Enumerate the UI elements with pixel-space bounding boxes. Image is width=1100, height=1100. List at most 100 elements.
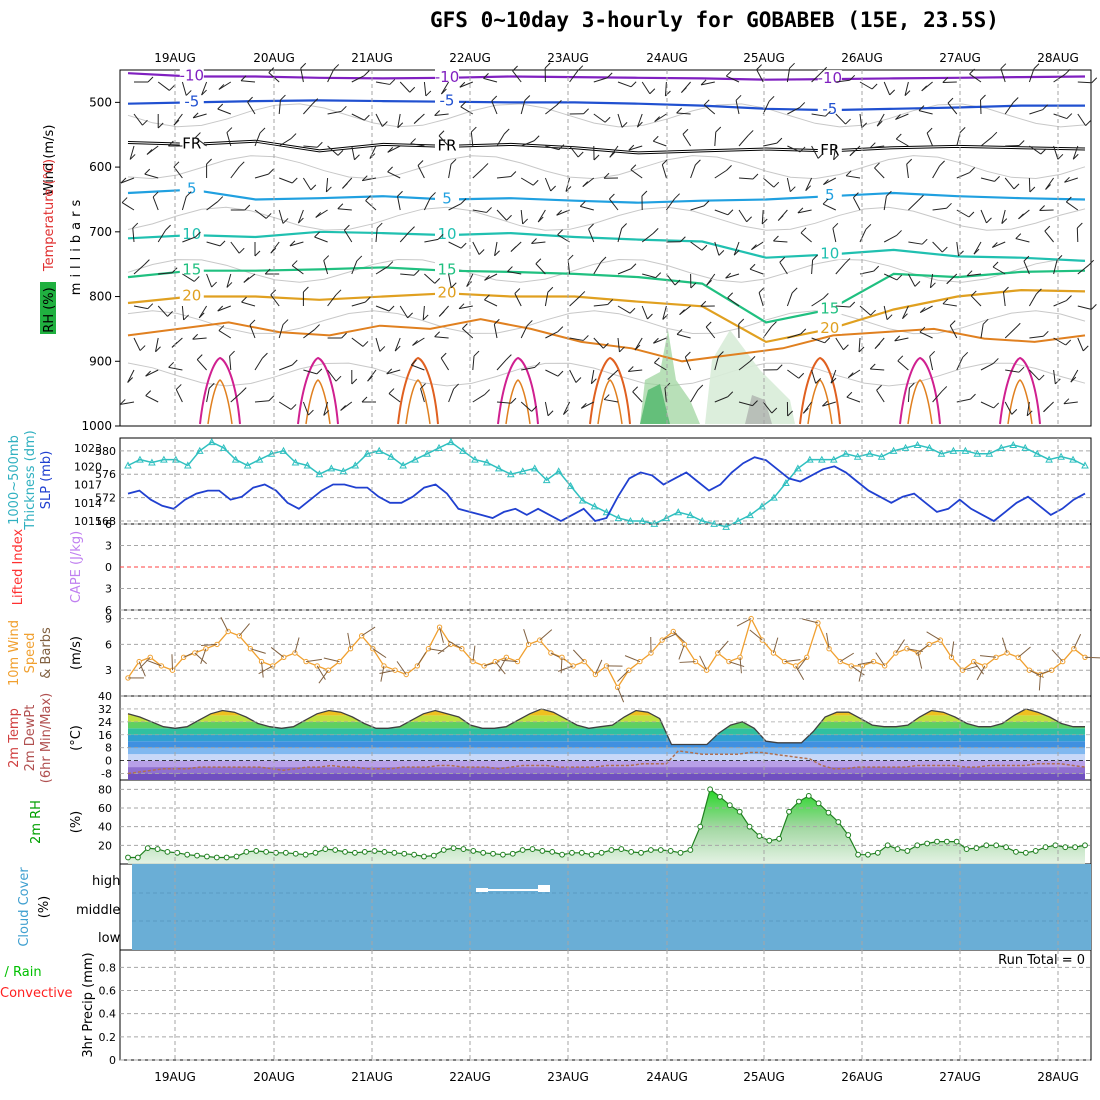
- wind-barb: [434, 110, 441, 116]
- wind-barb: [438, 135, 449, 147]
- isotherm-loop: [899, 356, 941, 425]
- rh-contour: [127, 258, 1086, 283]
- wind-barb: [666, 273, 676, 286]
- wind-barb: [929, 356, 934, 371]
- wind-barb: [410, 138, 416, 144]
- wind-barb: [674, 193, 680, 200]
- wind-barb: [932, 241, 943, 253]
- wind10-barb: [416, 652, 427, 667]
- wind-barb: [1012, 97, 1019, 103]
- wind10-barb: [171, 654, 174, 671]
- rh2m-marker: [874, 849, 881, 856]
- wind-barb: [593, 304, 608, 307]
- isotherm-label: -10: [435, 68, 460, 86]
- wind-barb: [822, 203, 837, 211]
- temp-band: [128, 734, 1085, 742]
- wind-barb: [409, 86, 416, 93]
- wind-barb: [302, 401, 309, 416]
- wind-barb: [824, 337, 831, 344]
- isotherm-label-bg: [817, 141, 842, 156]
- wind-barb: [507, 271, 522, 275]
- isotherm-label-bg: [817, 300, 842, 315]
- wind-barb: [969, 167, 976, 173]
- wind-barb: [758, 292, 764, 307]
- wind-barb: [326, 186, 332, 193]
- ytick-label-upper: 800: [89, 290, 112, 304]
- wind-barb: [1082, 345, 1089, 352]
- label-t2c: (6hr Min/Max): [39, 693, 54, 783]
- thickness-marker: [961, 446, 970, 454]
- rh2m-marker: [292, 850, 299, 857]
- wind-barb: [718, 351, 724, 357]
- label-cc2: (%): [37, 896, 52, 919]
- thickness-marker: [614, 514, 623, 522]
- wind-barb: [407, 312, 413, 319]
- thickness-marker: [782, 478, 790, 486]
- rh2m-marker: [144, 845, 151, 852]
- wind-barb: [208, 382, 215, 389]
- wind-barb: [171, 342, 178, 348]
- rh2m-marker: [943, 838, 950, 845]
- wind-barb: [1002, 292, 1006, 307]
- rh2m-marker: [352, 849, 358, 856]
- rh2m-marker: [983, 842, 990, 849]
- wind-barb: [641, 305, 648, 320]
- rh-shade: [745, 395, 772, 424]
- wind-barb: [544, 62, 551, 69]
- rh2m-marker: [914, 842, 921, 849]
- wind-barb: [410, 359, 417, 366]
- wind-barb: [181, 81, 187, 96]
- isotherm-label-bg: [817, 245, 842, 260]
- wind10-barb: [875, 652, 886, 667]
- rh2m-marker: [1082, 842, 1088, 849]
- rh2m-marker: [134, 854, 141, 861]
- wind-barb: [494, 250, 500, 257]
- wind-barb: [1053, 300, 1067, 307]
- thickness-marker: [1045, 455, 1053, 463]
- thickness-marker: [542, 476, 551, 484]
- wind10-barb: [749, 629, 763, 641]
- wind-barb: [437, 233, 444, 240]
- wind-barb: [1023, 260, 1030, 275]
- wind-barb: [947, 97, 954, 104]
- wind10-barb: [472, 645, 476, 662]
- wind-barb: [580, 403, 587, 409]
- rh2m-marker: [638, 849, 644, 856]
- wind-barb: [397, 196, 401, 211]
- wind-barb: [846, 175, 861, 179]
- ytick-label-wind: 3: [105, 664, 112, 677]
- thickness-marker: [566, 481, 575, 489]
- label-cc1: Cloud Cover: [17, 867, 32, 947]
- wind-barb: [303, 329, 315, 339]
- wind-barb: [1015, 233, 1022, 239]
- wind10-barb: [523, 629, 530, 645]
- wind-barb: [725, 273, 740, 279]
- wind-barb: [280, 94, 286, 101]
- wind-barb: [351, 260, 358, 275]
- wind-barb: [800, 227, 807, 234]
- wind-barb: [376, 222, 383, 229]
- thickness-marker: [530, 464, 539, 472]
- wind10-barb: [784, 659, 801, 663]
- wind-barb: [941, 386, 948, 392]
- wind-barb: [314, 231, 320, 238]
- thickness-marker: [387, 452, 396, 460]
- wind-barb: [168, 140, 174, 147]
- wind-barb: [323, 410, 330, 416]
- wind-barb: [171, 267, 178, 274]
- wind-barb: [375, 113, 383, 127]
- thickness-marker: [865, 449, 874, 457]
- wind-barb: [926, 127, 933, 134]
- wind-barb: [397, 122, 404, 129]
- wind-barb: [906, 164, 909, 179]
- wind-barb: [470, 126, 477, 133]
- wind-barb: [291, 260, 298, 266]
- wind-barb: [230, 241, 240, 254]
- wind-barb: [545, 369, 559, 377]
- wind-barb: [1029, 186, 1036, 193]
- thickness-marker: [638, 516, 647, 524]
- isotherm-label-bg: [817, 319, 842, 334]
- wind-barb: [241, 80, 256, 83]
- wind-barb: [664, 81, 667, 97]
- wind-barb: [291, 359, 298, 366]
